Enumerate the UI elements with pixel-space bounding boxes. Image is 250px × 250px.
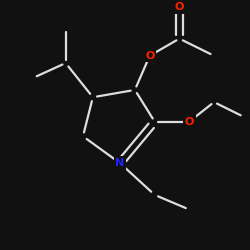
Text: O: O (145, 51, 154, 61)
Text: O: O (175, 2, 184, 12)
Text: N: N (116, 158, 125, 168)
Text: O: O (184, 117, 194, 127)
